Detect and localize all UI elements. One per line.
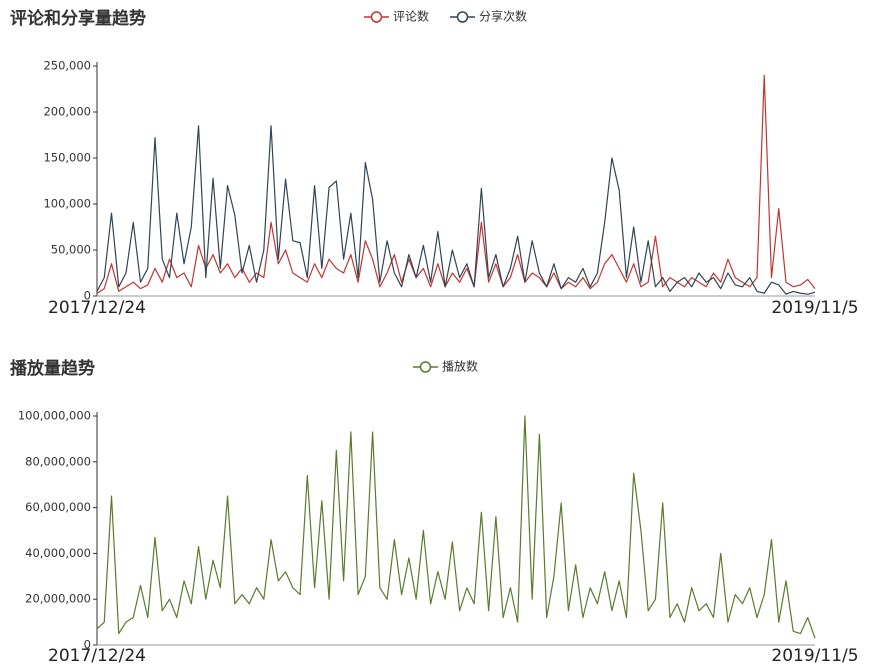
legend-label[interactable]: 播放数 <box>442 359 478 374</box>
y-tick-label: 40,000,000 <box>25 546 91 560</box>
y-tick-label: 100,000 <box>43 197 91 211</box>
y-tick-label: 200,000 <box>43 105 91 119</box>
x-tick-label: 2019/11/5 <box>771 646 858 665</box>
legend-marker <box>419 361 432 373</box>
series-line <box>96 415 816 639</box>
y-tick-label: 50,000 <box>51 243 91 257</box>
y-tick-label: 150,000 <box>43 151 91 165</box>
y-tick-label: 250,000 <box>43 59 91 73</box>
y-tick-label: 80,000,000 <box>25 454 91 468</box>
legend-marker <box>370 11 383 23</box>
x-tick-label: 2017/12/24 <box>48 298 146 318</box>
x-tick-label: 2017/12/24 <box>48 646 146 665</box>
y-tick-label: 20,000,000 <box>25 592 91 606</box>
y-tick-label: 0 <box>84 289 91 303</box>
legend-label[interactable]: 分享次数 <box>479 9 527 24</box>
series-line <box>96 125 816 295</box>
y-tick-label: 60,000,000 <box>25 500 91 514</box>
y-tick-label: 0 <box>84 638 91 652</box>
chart-title: 评论和分享量趋势 <box>10 8 146 29</box>
chart-title: 播放量趋势 <box>10 358 95 379</box>
legend-label[interactable]: 评论数 <box>393 9 429 24</box>
legend-marker <box>456 11 469 23</box>
y-tick-label: 100,000,000 <box>18 409 91 423</box>
x-tick-label: 2019/11/5 <box>771 298 858 318</box>
